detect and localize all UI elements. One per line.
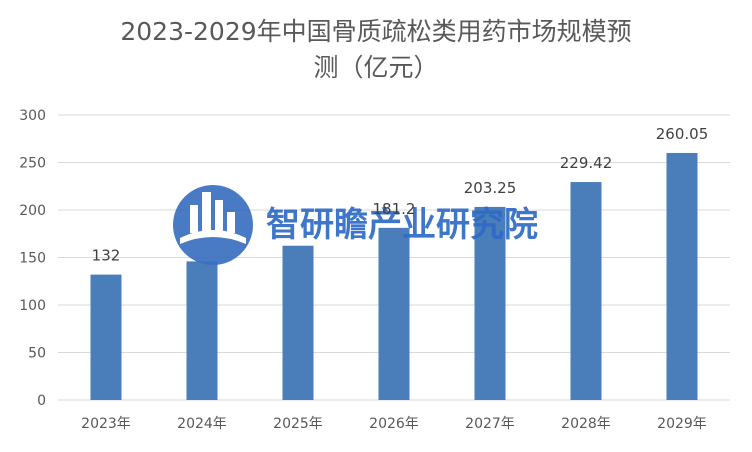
data-label: 260.05: [656, 125, 709, 143]
data-label: 181.2: [373, 200, 416, 218]
bar: [90, 274, 122, 400]
y-axis-tick-labels: 0 50 100 150 200 250 300: [19, 108, 46, 409]
bar: [570, 182, 602, 400]
chart-title: 2023-2029年中国骨质疏松类用药市场规模预 测（亿元）: [120, 17, 632, 82]
watermark: 智研瞻产业研究院: [173, 185, 538, 265]
bars: [90, 152, 698, 400]
y-tick-label: 150: [19, 251, 46, 267]
x-tick-label: 2026年: [369, 416, 419, 432]
y-tick-label: 50: [28, 346, 46, 362]
y-tick-label: 200: [19, 203, 46, 219]
x-tick-label: 2025年: [273, 416, 323, 432]
bar: [378, 227, 410, 400]
bar: [282, 245, 314, 400]
data-label: 229.42: [560, 154, 613, 172]
bar: [666, 152, 698, 400]
watermark-text: 智研瞻产业研究院: [266, 205, 538, 245]
x-tick-label: 2028年: [561, 416, 611, 432]
bar: [186, 261, 218, 400]
data-label: 132: [92, 247, 121, 265]
data-labels: 132 181.2 203.25 229.42 260.05: [92, 125, 709, 265]
bar: [474, 206, 506, 400]
y-tick-label: 0: [37, 393, 46, 409]
y-tick-label: 250: [19, 156, 46, 172]
data-label: 203.25: [464, 179, 517, 197]
x-tick-label: 2024年: [177, 416, 227, 432]
x-tick-label: 2023年: [81, 416, 131, 432]
y-tick-label: 100: [19, 298, 46, 314]
y-tick-label: 300: [19, 108, 46, 124]
x-axis-tick-labels: 2023年 2024年 2025年 2026年 2027年 2028年 2029年: [81, 416, 707, 432]
x-tick-label: 2029年: [657, 416, 707, 432]
watermark-logo-icon: [173, 185, 253, 265]
x-tick-label: 2027年: [465, 416, 515, 432]
